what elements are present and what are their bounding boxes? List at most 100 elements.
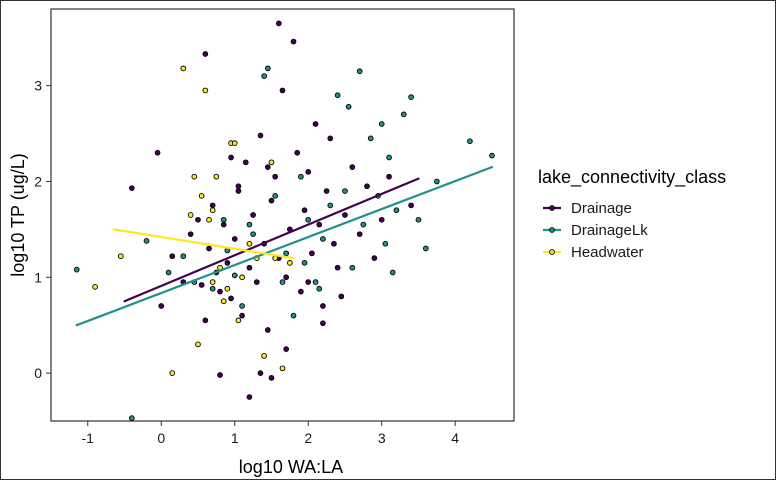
data-point-drainage <box>316 221 323 228</box>
legend: Drainage DrainageLk Headwater <box>543 200 648 261</box>
data-point-drainage <box>246 264 253 271</box>
data-point-drainage <box>224 260 231 266</box>
data-point-headwater <box>213 173 220 180</box>
data-point-drainage <box>294 149 301 156</box>
data-point-drainagelk <box>128 415 135 421</box>
data-point-drainage <box>231 236 238 242</box>
data-point-headwater <box>206 216 212 223</box>
legend-label-drainagelk: DrainageLk <box>571 222 648 239</box>
data-point-drainagelk <box>165 269 172 276</box>
data-point-drainagelk <box>334 92 341 99</box>
data-point-drainagelk <box>467 138 473 145</box>
data-point-drainagelk <box>290 312 297 319</box>
data-point-drainagelk <box>345 103 352 110</box>
data-point-drainage <box>320 320 326 327</box>
data-point-drainage <box>253 279 260 285</box>
data-point-drainage <box>364 183 370 190</box>
data-point-headwater <box>198 192 205 199</box>
data-point-drainage <box>195 216 201 223</box>
data-point-headwater <box>195 341 201 348</box>
data-point-drainagelk <box>422 245 429 252</box>
trend-line-drainagelk <box>75 165 494 327</box>
data-point-drainagelk <box>231 272 238 279</box>
x-tick-label: 0 <box>157 430 165 446</box>
x-tick-label: 3 <box>378 430 386 446</box>
data-point-drainage <box>298 288 304 295</box>
data-point-drainage <box>187 231 194 238</box>
data-point-drainage <box>312 121 319 127</box>
data-point-drainage <box>268 197 275 204</box>
data-point-headwater <box>231 140 238 146</box>
data-point-drainage <box>301 207 308 214</box>
data-point-drainage <box>202 51 209 57</box>
data-point-drainagelk <box>246 221 253 228</box>
data-point-drainagelk <box>360 221 367 228</box>
data-point-headwater <box>92 284 98 290</box>
data-point-headwater <box>191 173 198 180</box>
data-point-drainagelk <box>349 264 356 271</box>
data-point-drainage <box>264 327 271 333</box>
data-point-headwater <box>268 159 275 166</box>
data-point-drainage <box>283 274 290 281</box>
data-point-drainagelk <box>400 111 407 118</box>
data-point-drainage <box>128 185 135 192</box>
data-point-headwater <box>220 298 227 305</box>
data-point-drainagelk <box>73 266 80 273</box>
x-tick-label: 1 <box>231 430 239 446</box>
data-point-headwater <box>187 212 194 218</box>
data-point-drainagelk <box>367 135 374 142</box>
data-point-headwater <box>169 370 176 376</box>
data-point-drainage <box>342 212 348 218</box>
data-point-drainage <box>169 253 176 260</box>
data-point-drainage <box>268 375 275 381</box>
data-point-drainagelk <box>298 173 304 180</box>
data-point-drainage <box>202 317 209 324</box>
data-point-drainage <box>305 169 312 175</box>
data-point-drainagelk <box>489 152 495 159</box>
data-point-drainagelk <box>272 192 279 199</box>
data-point-drainage <box>305 279 312 285</box>
data-point-drainagelk <box>283 250 290 257</box>
data-point-drainage <box>279 87 286 94</box>
data-point-drainage <box>334 264 341 271</box>
trend-lines <box>75 165 494 327</box>
legend-label-drainage: Drainage <box>571 200 632 217</box>
data-point-drainagelk <box>320 236 326 242</box>
data-point-headwater <box>202 87 209 94</box>
legend-key-point-drainage <box>549 205 555 211</box>
data-point-drainage <box>257 132 264 139</box>
scatter-points <box>73 20 495 421</box>
data-point-drainagelk <box>143 238 150 244</box>
data-point-drainage <box>386 173 392 180</box>
x-tick-label: 4 <box>451 430 459 446</box>
data-point-drainage <box>283 346 290 352</box>
data-point-headwater <box>209 207 216 214</box>
data-point-drainagelk <box>261 73 267 79</box>
x-axis: -1 0 1 2 3 4 <box>82 421 459 446</box>
data-point-drainage <box>323 188 330 194</box>
x-tick-label: -1 <box>82 430 95 446</box>
data-point-headwater <box>286 260 293 266</box>
data-point-drainage <box>257 370 264 376</box>
data-point-drainagelk <box>180 253 187 260</box>
data-point-drainage <box>220 221 227 228</box>
data-point-headwater <box>261 352 267 359</box>
legend-label-headwater: Headwater <box>571 244 644 261</box>
data-point-drainage <box>331 240 337 247</box>
data-point-drainage <box>275 20 282 27</box>
data-point-drainage <box>371 255 378 261</box>
data-point-drainage <box>158 303 165 309</box>
data-point-headwater <box>117 253 124 260</box>
data-point-drainagelk <box>279 279 286 285</box>
data-point-drainage <box>217 288 223 295</box>
data-point-drainagelk <box>342 188 348 194</box>
data-point-drainagelk <box>220 216 227 223</box>
data-point-drainage <box>246 394 253 400</box>
data-point-drainage <box>228 154 234 161</box>
data-point-drainage <box>239 312 245 319</box>
data-point-drainage <box>338 293 345 300</box>
data-point-drainage <box>272 173 279 180</box>
data-point-drainage <box>356 231 363 238</box>
